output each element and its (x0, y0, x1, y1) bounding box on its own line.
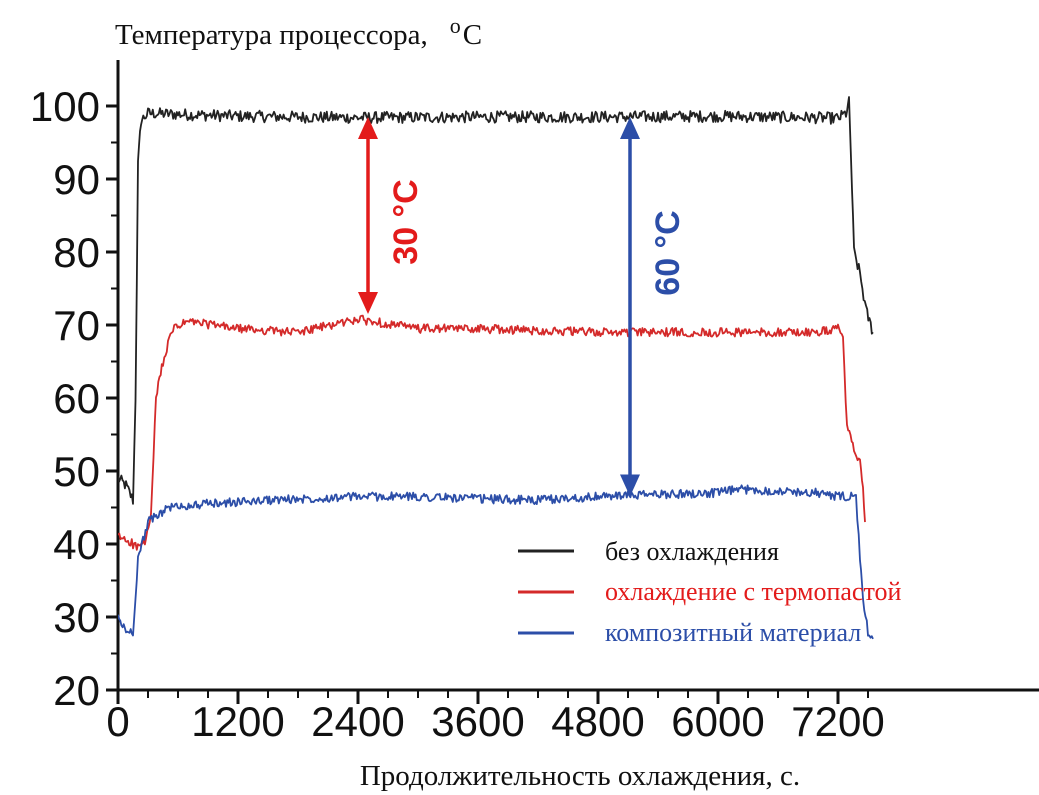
y-tick-label: 40 (53, 521, 100, 568)
y-tick-label: 90 (53, 156, 100, 203)
y-tick-label: 30 (53, 594, 100, 641)
y-tick-label: 100 (30, 83, 100, 130)
legend-label-no-cooling: без охлаждения (605, 537, 779, 566)
x-tick-label: 3600 (431, 698, 524, 745)
x-tick-label: 0 (106, 698, 129, 745)
legend-label-composite: композитный материал (605, 618, 861, 647)
legend: без охлаждения охлаждение с термопастой … (518, 537, 901, 647)
y-tick-label: 60 (53, 375, 100, 422)
y-axis-unit-degree: o (450, 13, 461, 38)
x-tick-label: 4800 (551, 698, 644, 745)
y-tick-label: 80 (53, 229, 100, 276)
annotation-layer: 30 °C 60 °C (358, 116, 687, 497)
x-tick-label: 1200 (191, 698, 284, 745)
x-tick-label: 6000 (671, 698, 764, 745)
y-tick-label: 20 (53, 667, 100, 714)
x-tick-label: 7200 (791, 698, 884, 745)
series-layer (118, 96, 874, 640)
annotation-label-0: 30 °C (387, 179, 425, 264)
series-line-0 (118, 96, 874, 505)
annotation-arrowhead-bottom-1 (620, 474, 640, 497)
y-tick-label: 50 (53, 448, 100, 495)
x-axis-label: Продолжительность охлаждения, с. (360, 760, 800, 792)
series-line-2 (118, 484, 874, 640)
legend-label-thermal-paste: охлаждение с термопастой (605, 577, 901, 606)
annotation-arrowhead-top-1 (620, 116, 640, 139)
y-axis-label: Температура процессора, oC (115, 13, 482, 51)
y-ticks: 20 30 40 50 60 70 80 90 100 (30, 83, 118, 714)
y-tick-label: 70 (53, 302, 100, 349)
x-tick-label: 2400 (311, 698, 404, 745)
annotation-arrowhead-top-0 (358, 116, 378, 139)
y-axis-unit: C (463, 19, 482, 51)
annotation-label-1: 60 °C (649, 210, 687, 295)
annotation-arrowhead-bottom-0 (358, 292, 378, 315)
series-line-1 (118, 314, 866, 551)
x-ticks: 0 1200 2400 3600 4800 6000 7200 (106, 690, 885, 745)
